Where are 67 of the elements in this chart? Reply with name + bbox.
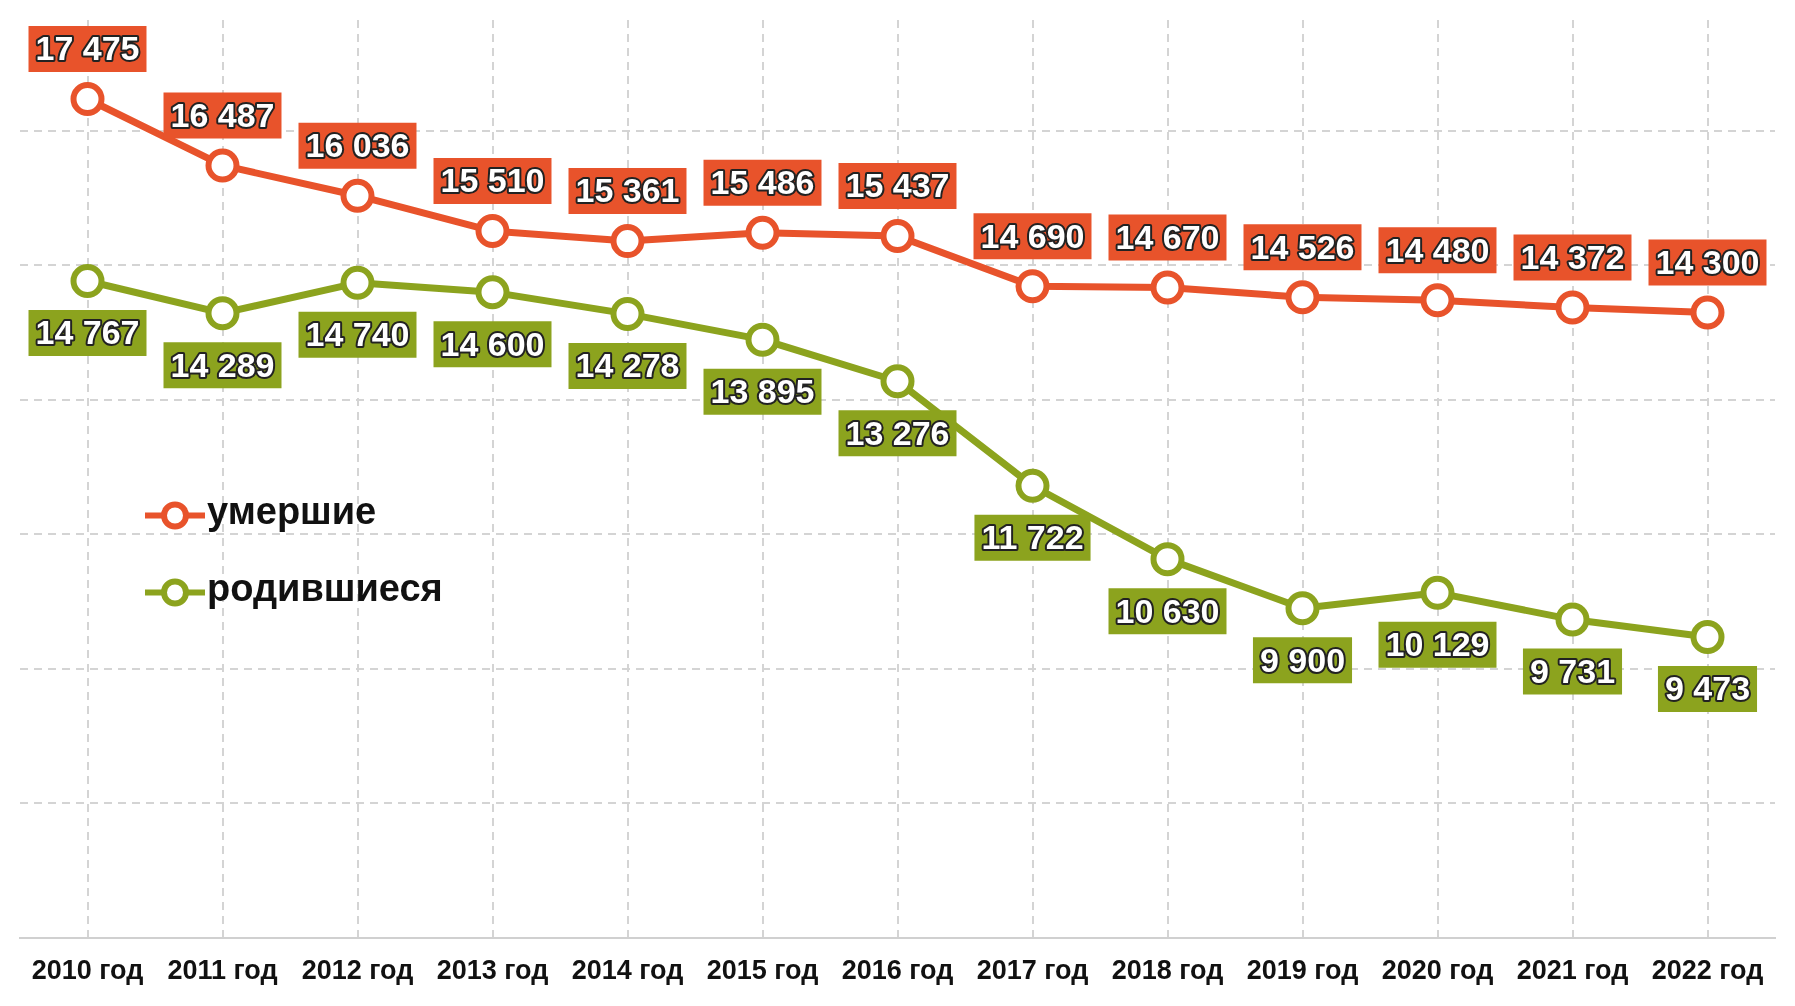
data-label: 14 740	[305, 315, 410, 354]
data-label: 15 510	[440, 161, 545, 200]
x-tick-label: 2020 год	[1381, 955, 1494, 986]
legend-label: родившиеся	[207, 566, 443, 609]
point	[880, 218, 915, 253]
data-label: 16 487	[170, 95, 275, 134]
point	[70, 264, 105, 299]
data-label: 16 036	[305, 126, 410, 165]
data-label: 14 289	[170, 345, 275, 384]
point	[880, 364, 915, 399]
point	[1690, 619, 1725, 654]
data-label: 17 475	[35, 29, 140, 68]
data-label: 9 900	[1259, 640, 1346, 679]
point	[1555, 602, 1590, 637]
data-label: 14 372	[1520, 237, 1625, 276]
data-label: 15 486	[710, 163, 815, 202]
data-label: 13 895	[710, 372, 815, 411]
point	[340, 178, 375, 213]
point	[610, 296, 645, 331]
data-label: 15 437	[845, 166, 950, 205]
point	[1285, 280, 1320, 315]
x-tick-label: 2021 год	[1516, 955, 1629, 986]
point	[1420, 283, 1455, 318]
data-label: 14 690	[980, 216, 1085, 255]
point	[205, 148, 240, 183]
x-tick-label: 2014 год	[571, 955, 684, 986]
x-tick-label: 2012 год	[301, 955, 414, 986]
data-label: 14 600	[440, 324, 545, 363]
point	[340, 265, 375, 300]
point	[205, 296, 240, 331]
legend-label: умершие	[207, 489, 377, 532]
point	[475, 214, 510, 249]
x-tick-label: 2010 год	[31, 955, 144, 986]
x-tick-label: 2022 год	[1651, 955, 1764, 986]
x-tick-label: 2016 год	[841, 955, 954, 986]
point	[475, 275, 510, 310]
data-label: 9 731	[1529, 651, 1616, 690]
point	[745, 322, 780, 357]
point	[1150, 270, 1185, 305]
data-label: 10 129	[1385, 625, 1490, 664]
data-label: 15 361	[575, 171, 680, 210]
point	[70, 81, 105, 116]
point	[1015, 269, 1050, 304]
data-label: 14 767	[35, 313, 140, 352]
x-tick-label: 2015 год	[706, 955, 819, 986]
data-label: 14 480	[1385, 230, 1490, 269]
x-tick-label: 2019 год	[1246, 955, 1359, 986]
data-label: 10 630	[1115, 591, 1220, 630]
data-label: 14 300	[1655, 242, 1760, 281]
point	[610, 224, 645, 259]
x-tick-label: 2018 год	[1111, 955, 1224, 986]
point	[1690, 295, 1725, 330]
point	[1420, 575, 1455, 610]
x-tick-label: 2013 год	[436, 955, 549, 986]
point	[1015, 468, 1050, 503]
point	[745, 215, 780, 250]
data-label: 14 526	[1250, 227, 1355, 266]
point	[1285, 591, 1320, 626]
point	[1555, 290, 1590, 325]
data-label: 9 473	[1664, 669, 1751, 708]
x-tick-label: 2017 год	[976, 955, 1089, 986]
x-tick-label: 2011 год	[167, 955, 278, 986]
data-label: 14 670	[1115, 217, 1220, 256]
point	[1150, 542, 1185, 577]
data-label: 13 276	[845, 413, 950, 452]
data-label: 14 278	[575, 346, 680, 385]
data-label: 11 722	[981, 518, 1084, 557]
